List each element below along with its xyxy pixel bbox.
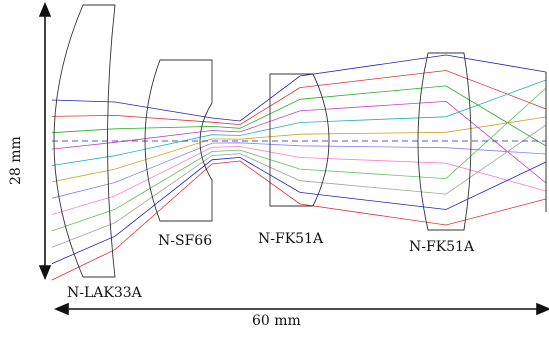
material-label-element-4: N-FK51A xyxy=(409,239,475,255)
height-dimension-arrow xyxy=(38,1,52,281)
material-label-element-1: N-LAK33A xyxy=(67,285,142,301)
ray-2 xyxy=(51,85,547,147)
ray-10 xyxy=(51,156,547,264)
ray-3 xyxy=(51,100,547,184)
ray-11 xyxy=(51,160,547,281)
material-label-element-3: N-FK51A xyxy=(258,231,324,247)
lens-element-1 xyxy=(53,4,116,278)
lens-element-3 xyxy=(269,73,330,207)
lens-element-2 xyxy=(144,59,213,222)
ray-4 xyxy=(51,79,547,166)
lens-element-4 xyxy=(417,52,472,231)
ray-5 xyxy=(51,116,547,183)
length-dimension-label: 60 mm xyxy=(252,313,301,329)
ray-9 xyxy=(51,124,547,248)
ray-8 xyxy=(51,87,547,232)
ray-7 xyxy=(51,146,547,215)
ray-0 xyxy=(51,54,547,122)
material-label-element-2: N-SF66 xyxy=(158,233,213,249)
ray-1 xyxy=(51,70,547,126)
ray-6 xyxy=(51,142,547,199)
height-dimension-label: 28 mm xyxy=(8,136,24,185)
length-dimension-arrow xyxy=(53,302,549,316)
ray-bundles xyxy=(51,54,547,281)
